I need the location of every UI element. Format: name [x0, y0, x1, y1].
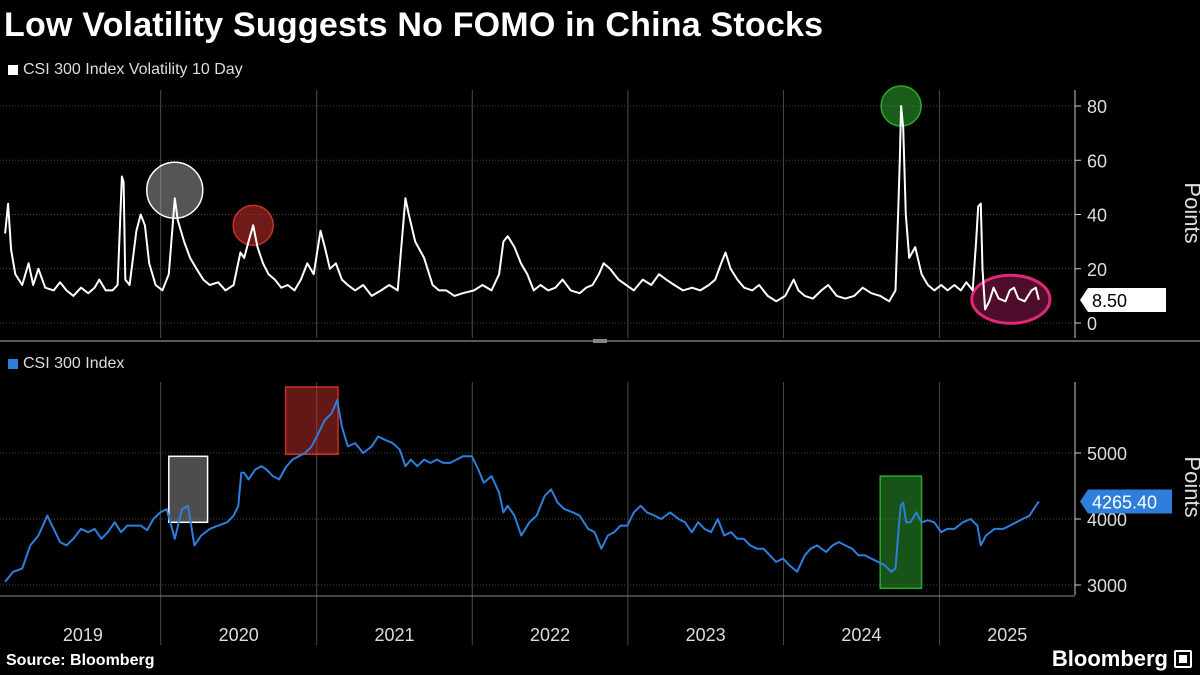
line-layer	[4, 105, 1040, 583]
y-tick-label-0-60: 60	[1087, 151, 1107, 171]
axis-layer: 0 20 40 60 80 Points 3000 4000 5000 Points 2019 202…	[0, 90, 1200, 645]
x-tick-label-2021: 2021	[374, 625, 414, 645]
grid-layer	[0, 90, 1200, 645]
legend-volatility-label: CSI 300 Index Volatility 10 Day	[23, 61, 243, 78]
legend-volatility-swatch	[8, 65, 18, 75]
legend-volatility: CSI 300 Index Volatility 10 Day	[8, 61, 243, 79]
y-axis-unit-0: Points	[1180, 182, 1200, 243]
x-tick-label-2019: 2019	[63, 625, 103, 645]
y-tick-label-1-5000: 5000	[1087, 444, 1127, 464]
x-tick-label-2020: 2020	[219, 625, 259, 645]
legend-index-label: CSI 300 Index	[23, 355, 125, 372]
x-tick-label-2023: 2023	[686, 625, 726, 645]
annotation-layer	[146, 85, 1052, 590]
y-axis-unit-1: Points	[1180, 456, 1200, 517]
brand-logo: Bloomberg	[1051, 646, 1168, 671]
legend-index-swatch	[8, 359, 18, 369]
series-line-1	[4, 399, 1040, 583]
brand-icon	[1174, 650, 1192, 668]
highlight-ellipse-pink	[970, 273, 1052, 325]
x-tick-label-2024: 2024	[841, 625, 881, 645]
y-tick-label-0-40: 40	[1087, 206, 1107, 226]
highlight-circle-gray	[146, 161, 204, 219]
y-tick-label-1-4000: 4000	[1087, 510, 1127, 530]
legend-index: CSI 300 Index	[8, 355, 124, 373]
y-tick-label-0-20: 20	[1087, 260, 1107, 280]
x-tick-label-2025: 2025	[987, 625, 1027, 645]
source-note: Source: Bloomberg	[6, 652, 155, 669]
last-value-label-0: 8.50	[1092, 291, 1127, 311]
x-tick-label-2022: 2022	[530, 625, 570, 645]
panel-separator-handle	[593, 339, 607, 343]
highlight-rect-red	[284, 386, 339, 456]
last-value-badge-1	[1080, 489, 1172, 514]
y-tick-label-1-3000: 3000	[1087, 576, 1127, 596]
last-value-badge-0	[1080, 287, 1166, 312]
chart-title: Low Volatility Suggests No FOMO in China…	[4, 6, 824, 44]
y-tick-label-0-0: 0	[1087, 314, 1097, 334]
series-line-0	[4, 105, 1040, 311]
y-tick-label-0-80: 80	[1087, 97, 1107, 117]
highlight-rect-green	[879, 475, 923, 590]
last-value-label-1: 4265.40	[1092, 492, 1157, 512]
